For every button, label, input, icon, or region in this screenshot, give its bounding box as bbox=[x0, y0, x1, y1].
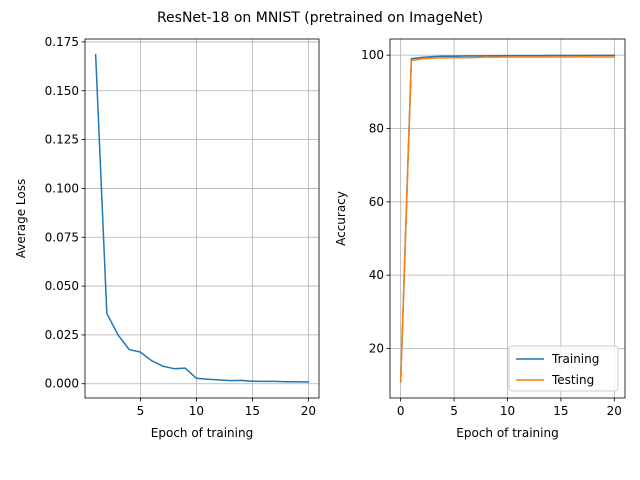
loss-ytick-label-4: 0.100 bbox=[45, 181, 79, 195]
loss-y-axis-title: Average Loss bbox=[14, 179, 28, 258]
accuracy-xtick-label-3: 15 bbox=[553, 404, 568, 418]
accuracy-legend: Training Testing bbox=[508, 345, 619, 392]
accuracy-xtick-label-1: 5 bbox=[450, 404, 458, 418]
accuracy-chart: 0 5 10 15 20 20 40 60 80 100 Epoch of training Accu… bbox=[334, 38, 626, 440]
accuracy-xtick-label-0: 0 bbox=[397, 404, 405, 418]
accuracy-xtick-label-2: 10 bbox=[500, 404, 515, 418]
loss-ytick-label-6: 0.150 bbox=[45, 84, 79, 98]
loss-ytick-label-1: 0.025 bbox=[45, 328, 79, 342]
accuracy-x-axis-title: Epoch of training bbox=[456, 426, 558, 440]
accuracy-ytick-label-3: 80 bbox=[369, 121, 384, 135]
accuracy-ytick-label-4: 100 bbox=[361, 48, 384, 62]
accuracy-ytick-label-0: 20 bbox=[369, 341, 384, 355]
loss-ytick-label-7: 0.175 bbox=[45, 35, 79, 49]
accuracy-series-line-1 bbox=[399, 56, 616, 382]
accuracy-legend-label-0: Training bbox=[551, 352, 599, 366]
loss-xtick-label-3: 20 bbox=[301, 404, 316, 418]
loss-series-line-0 bbox=[94, 53, 310, 383]
loss-x-axis-title: Epoch of training bbox=[151, 426, 253, 440]
loss-xtick-label-0: 5 bbox=[137, 404, 145, 418]
accuracy-legend-label-1: Testing bbox=[551, 373, 594, 387]
loss-ytick-label-3: 0.075 bbox=[45, 230, 79, 244]
loss-xtick-label-1: 10 bbox=[189, 404, 204, 418]
loss-ytick-label-0: 0.000 bbox=[45, 377, 79, 391]
loss-ytick-label-2: 0.050 bbox=[45, 279, 79, 293]
accuracy-ytick-label-2: 60 bbox=[369, 195, 384, 209]
figure-title: ResNet-18 on MNIST (pretrained on ImageN… bbox=[157, 10, 483, 26]
accuracy-y-axis-title: Accuracy bbox=[334, 191, 348, 246]
loss-xtick-label-2: 15 bbox=[245, 404, 260, 418]
loss-ytick-label-5: 0.125 bbox=[45, 133, 79, 147]
accuracy-xtick-label-4: 20 bbox=[607, 404, 622, 418]
loss-axes-frame bbox=[84, 38, 320, 399]
accuracy-series-line-0 bbox=[399, 54, 616, 383]
loss-chart: 5 10 15 20 0.000 0.025 0.050 0.075 0.100 0.125 0.1… bbox=[14, 35, 320, 440]
accuracy-ytick-label-1: 40 bbox=[369, 268, 384, 282]
